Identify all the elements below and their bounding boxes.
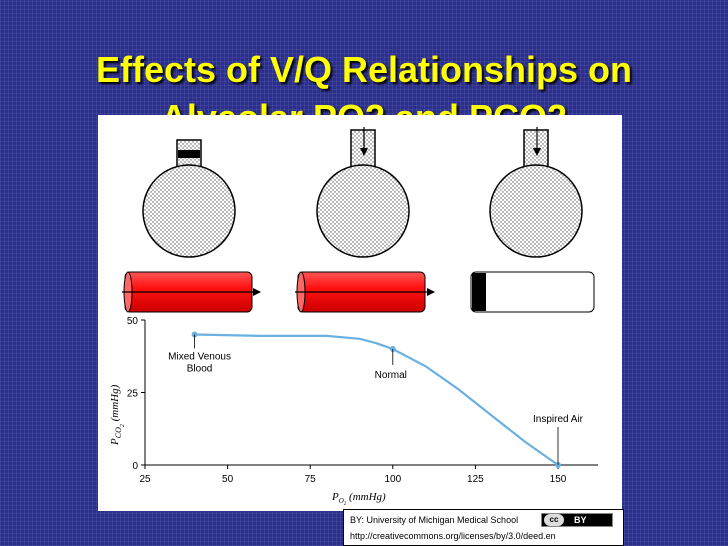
x-tick-label: 25 <box>139 474 151 485</box>
x-axis-label-sub: O <box>339 497 344 505</box>
x-tick-marks <box>144 465 559 469</box>
airway-block <box>178 150 200 158</box>
attribution-text: BY: University of Michigan Medical Schoo… <box>350 515 519 525</box>
vq-diagram: 25 50 75 100 125 150 0 25 50 Mixed Venou… <box>109 127 598 507</box>
cc-by-label: BY <box>574 515 587 525</box>
attribution-box: BY: University of Michigan Medical Schoo… <box>343 509 624 546</box>
title-line-1: Effects of V/Q Relationships on <box>95 49 633 91</box>
capillary-perfused-2 <box>295 271 435 313</box>
alveolus-blocked-airway <box>142 139 236 258</box>
y-tick-label: 50 <box>127 316 139 327</box>
y-axis-label-sub: CO <box>114 427 123 438</box>
annotation-inspired-air: Inspired Air <box>533 414 584 425</box>
annotation-normal: Normal <box>375 370 407 381</box>
x-axis-label-main: P <box>331 491 339 503</box>
annotation-mixed-venous-line2: Blood <box>187 364 213 375</box>
y-tick-label: 25 <box>127 389 139 400</box>
cc-license-badge[interactable]: cc BY <box>541 513 613 527</box>
vq-chart: 25 50 75 100 125 150 0 25 50 Mixed Venou… <box>109 316 598 507</box>
capillary-perfused-1 <box>122 271 261 313</box>
series-line <box>194 333 559 466</box>
x-tick-label: 125 <box>467 474 484 485</box>
x-tick-label: 75 <box>305 474 317 485</box>
capillary-block <box>472 273 486 311</box>
alveolus-dead-space <box>489 127 583 258</box>
x-axis-label: PO2 (mmHg) <box>331 491 386 507</box>
cc-icon: cc <box>544 514 564 526</box>
data-points <box>191 331 561 468</box>
capillary-blocked <box>470 271 595 313</box>
x-tick-label: 150 <box>550 474 567 485</box>
x-tick-label: 100 <box>384 474 401 485</box>
y-tick-marks <box>141 319 145 466</box>
x-axis-label-unit: (mmHg) <box>346 491 386 503</box>
x-axis-label-sub2: 2 <box>344 502 347 507</box>
alveolus-normal <box>316 127 410 258</box>
y-axis-label-unit: (mmHg) <box>109 384 121 424</box>
x-tick-label: 50 <box>222 474 234 485</box>
vq-figure: 25 50 75 100 125 150 0 25 50 Mixed Venou… <box>98 115 622 511</box>
y-axis-label-sub2: 2 <box>120 424 126 427</box>
license-link[interactable]: http://creativecommons.org/licenses/by/3… <box>350 531 556 541</box>
y-tick-label: 0 <box>132 461 138 472</box>
annotation-mixed-venous-line1: Mixed Venous <box>168 352 231 363</box>
y-axis-label: PCO2 (mmHg) <box>109 384 126 446</box>
y-axis-label-main: P <box>109 438 121 446</box>
